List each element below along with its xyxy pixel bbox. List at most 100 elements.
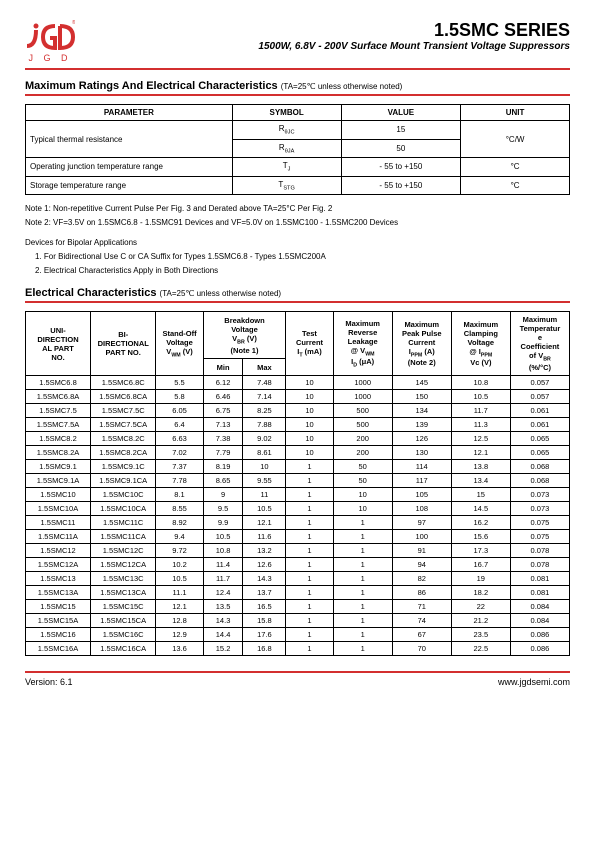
value-cell: 15 <box>341 121 461 140</box>
data-cell: 139 <box>392 417 451 431</box>
data-cell: 19 <box>451 571 510 585</box>
data-cell: 10.5 <box>451 389 510 403</box>
jgd-logo-icon: ® <box>25 20 75 52</box>
data-cell: 14.3 <box>203 613 243 627</box>
data-cell: 11.6 <box>243 529 286 543</box>
data-cell: 134 <box>392 403 451 417</box>
data-cell: 0.068 <box>510 473 569 487</box>
data-cell: 105 <box>392 487 451 501</box>
data-cell: 16.2 <box>451 515 510 529</box>
data-cell: 22 <box>451 599 510 613</box>
ratings-title-text: Maximum Ratings And Electrical Character… <box>25 80 278 92</box>
data-cell: 1 <box>333 571 392 585</box>
data-cell: 50 <box>333 459 392 473</box>
data-cell: 108 <box>392 501 451 515</box>
table-row: 1.5SMC151.5SMC15C12.113.516.51171220.084 <box>26 599 570 613</box>
data-cell: 1 <box>286 543 333 557</box>
data-cell: 1.5SMC15C <box>90 599 155 613</box>
data-cell: 15 <box>451 487 510 501</box>
data-cell: 8.1 <box>156 487 203 501</box>
data-cell: 16.8 <box>243 641 286 655</box>
data-cell: 1.5SMC7.5C <box>90 403 155 417</box>
logo: ® J G D <box>25 20 75 63</box>
table-row: 1.5SMC16A1.5SMC16CA13.615.216.8117022.50… <box>26 641 570 655</box>
data-cell: 10 <box>286 403 333 417</box>
data-cell: 6.12 <box>203 375 243 389</box>
data-cell: 1.5SMC15A <box>26 613 91 627</box>
table-row: 1.5SMC15A1.5SMC15CA12.814.315.8117421.20… <box>26 613 570 627</box>
data-cell: 1.5SMC11CA <box>90 529 155 543</box>
data-cell: 1.5SMC8.2CA <box>90 445 155 459</box>
data-cell: 7.13 <box>203 417 243 431</box>
data-cell: 7.38 <box>203 431 243 445</box>
data-cell: 1.5SMC11A <box>26 529 91 543</box>
data-cell: 13.8 <box>451 459 510 473</box>
data-cell: 1.5SMC9.1 <box>26 459 91 473</box>
electrical-characteristics-table: UNI-DIRECTIONAL PARTNO. BI-DIRECTIONALPA… <box>25 311 570 656</box>
data-cell: 10.5 <box>203 529 243 543</box>
data-cell: 1 <box>333 613 392 627</box>
data-cell: 7.78 <box>156 473 203 487</box>
data-cell: 1.5SMC8.2 <box>26 431 91 445</box>
data-cell: 1.5SMC8.2A <box>26 445 91 459</box>
data-cell: 94 <box>392 557 451 571</box>
table-row: 1.5SMC6.8A1.5SMC6.8CA5.86.467.1410100015… <box>26 389 570 403</box>
data-cell: 1.5SMC13CA <box>90 585 155 599</box>
table-row: 1.5SMC111.5SMC11C8.929.912.1119716.20.07… <box>26 515 570 529</box>
data-cell: 10.5 <box>156 571 203 585</box>
data-cell: 10 <box>243 459 286 473</box>
data-cell: 1.5SMC13 <box>26 571 91 585</box>
table-row: 1.5SMC161.5SMC16C12.914.417.6116723.50.0… <box>26 627 570 641</box>
page-footer: Version: 6.1 www.jgdsemi.com <box>25 671 570 687</box>
data-cell: 1 <box>286 501 333 515</box>
table-row: 1.5SMC7.51.5SMC7.5C6.056.758.25105001341… <box>26 403 570 417</box>
symbol-cell: TJ <box>232 158 341 177</box>
data-cell: 5.8 <box>156 389 203 403</box>
data-cell: 13.6 <box>156 641 203 655</box>
data-cell: 1.5SMC11 <box>26 515 91 529</box>
data-cell: 6.75 <box>203 403 243 417</box>
data-cell: 6.46 <box>203 389 243 403</box>
data-cell: 1.5SMC9.1C <box>90 459 155 473</box>
data-cell: 8.65 <box>203 473 243 487</box>
data-cell: 150 <box>392 389 451 403</box>
value-cell: - 55 to +150 <box>341 176 461 195</box>
data-cell: 200 <box>333 431 392 445</box>
data-cell: 1 <box>333 627 392 641</box>
data-cell: 10 <box>333 487 392 501</box>
data-cell: 14.5 <box>451 501 510 515</box>
data-cell: 74 <box>392 613 451 627</box>
section-echar-title: Electrical Characteristics (TA=25℃ unles… <box>25 287 570 303</box>
data-cell: 1 <box>286 585 333 599</box>
title-block: 1.5SMC SERIES 1500W, 6.8V - 200V Surface… <box>258 20 570 52</box>
data-cell: 1.5SMC10 <box>26 487 91 501</box>
data-cell: 1.5SMC16A <box>26 641 91 655</box>
data-cell: 0.061 <box>510 417 569 431</box>
data-cell: 10.2 <box>156 557 203 571</box>
data-cell: 17.6 <box>243 627 286 641</box>
data-cell: 1 <box>333 585 392 599</box>
data-cell: 6.05 <box>156 403 203 417</box>
data-cell: 0.086 <box>510 641 569 655</box>
data-cell: 13.2 <box>243 543 286 557</box>
data-cell: 1 <box>286 613 333 627</box>
th-standoff: Stand-OffVoltageVWM (V) <box>156 312 203 376</box>
page-header: ® J G D 1.5SMC SERIES 1500W, 6.8V - 200V… <box>25 20 570 70</box>
th-min: Min <box>203 359 243 376</box>
data-cell: 1.5SMC9.1A <box>26 473 91 487</box>
data-cell: 1 <box>333 529 392 543</box>
series-title: 1.5SMC SERIES <box>258 20 570 41</box>
data-cell: 1.5SMC10A <box>26 501 91 515</box>
data-cell: 1.5SMC13C <box>90 571 155 585</box>
data-cell: 0.073 <box>510 501 569 515</box>
data-cell: 13.5 <box>203 599 243 613</box>
data-cell: 12.1 <box>451 445 510 459</box>
data-cell: 200 <box>333 445 392 459</box>
data-cell: 1.5SMC6.8C <box>90 375 155 389</box>
bipolar-note-1: 1. For Bidirectional Use C or CA Suffix … <box>25 251 570 263</box>
data-cell: 1.5SMC11C <box>90 515 155 529</box>
data-cell: 14.4 <box>203 627 243 641</box>
param-cell: Operating junction temperature range <box>26 158 233 177</box>
data-cell: 1 <box>333 599 392 613</box>
data-cell: 71 <box>392 599 451 613</box>
